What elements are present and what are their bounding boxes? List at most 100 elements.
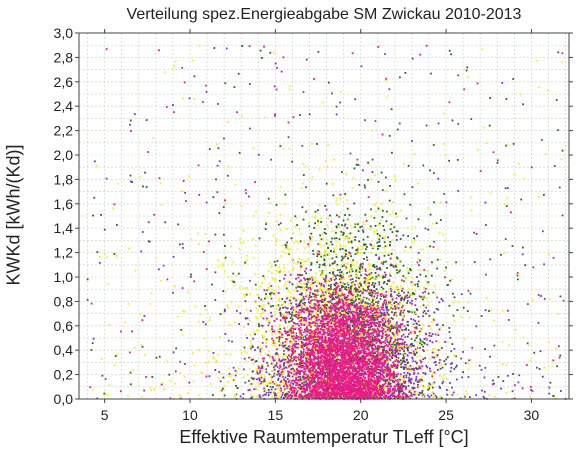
data-point — [427, 292, 430, 295]
data-point — [295, 299, 298, 302]
data-point — [389, 354, 392, 357]
data-point — [562, 299, 565, 302]
data-point — [311, 334, 314, 337]
data-point — [298, 391, 301, 394]
data-point — [302, 302, 304, 305]
data-point — [333, 249, 336, 252]
data-point — [311, 299, 314, 301]
data-point — [298, 355, 300, 358]
data-point — [268, 261, 271, 264]
data-point — [127, 394, 129, 397]
data-point — [282, 306, 285, 309]
data-point — [412, 318, 415, 321]
data-point — [286, 296, 289, 299]
data-point — [324, 160, 327, 163]
data-point — [350, 387, 353, 390]
data-point — [369, 299, 372, 301]
data-point — [339, 279, 342, 281]
data-point — [387, 374, 390, 377]
data-point — [548, 298, 551, 301]
data-point — [335, 225, 338, 228]
data-point — [304, 278, 307, 281]
data-point — [349, 252, 352, 255]
data-point — [467, 376, 470, 378]
data-point — [169, 379, 172, 382]
data-point — [556, 365, 559, 368]
data-point — [142, 185, 144, 188]
data-point — [408, 380, 411, 383]
data-point — [380, 295, 383, 297]
data-point — [269, 385, 272, 388]
data-point — [364, 213, 367, 216]
data-point — [452, 391, 455, 394]
data-point — [327, 81, 330, 84]
data-point — [300, 328, 303, 331]
data-point — [358, 316, 361, 319]
data-point — [106, 256, 109, 259]
data-point — [431, 386, 434, 389]
data-point — [294, 351, 297, 354]
data-point — [465, 390, 467, 393]
data-point — [189, 275, 192, 278]
data-point — [316, 251, 318, 253]
data-point — [312, 304, 315, 307]
data-point — [394, 338, 397, 341]
data-point — [86, 298, 89, 301]
data-point — [556, 312, 559, 315]
data-point — [301, 206, 304, 209]
data-point — [344, 268, 347, 271]
data-point — [175, 347, 178, 350]
data-point — [367, 354, 370, 357]
data-point — [281, 379, 284, 382]
data-point — [334, 318, 337, 321]
data-point — [407, 164, 410, 167]
data-point — [254, 301, 257, 304]
data-point — [143, 353, 146, 356]
data-point — [108, 324, 111, 326]
data-point — [214, 361, 217, 364]
data-point — [106, 394, 109, 396]
data-point — [324, 280, 327, 283]
data-point — [105, 48, 108, 50]
data-point — [434, 394, 437, 397]
data-point — [555, 397, 558, 400]
data-point — [115, 224, 118, 226]
data-point — [381, 386, 384, 389]
data-point — [390, 304, 393, 307]
data-point — [299, 372, 301, 374]
data-point — [323, 228, 326, 230]
data-point — [380, 378, 383, 381]
data-point — [439, 367, 442, 370]
data-point — [259, 312, 262, 315]
data-point — [489, 355, 492, 358]
data-point — [301, 259, 304, 261]
data-point — [182, 310, 184, 313]
data-point — [353, 293, 356, 296]
data-point — [254, 315, 257, 318]
data-point — [374, 300, 377, 302]
data-point — [513, 173, 516, 176]
data-point — [354, 350, 357, 353]
data-point — [235, 384, 237, 387]
data-point — [439, 387, 442, 389]
data-point — [440, 201, 442, 204]
data-point — [290, 333, 293, 336]
data-point — [238, 151, 241, 154]
data-point — [364, 358, 367, 361]
data-point — [355, 303, 358, 305]
data-point — [391, 248, 394, 251]
data-point — [342, 310, 345, 313]
data-point — [484, 367, 487, 369]
data-point — [262, 389, 265, 391]
data-point — [149, 302, 152, 305]
data-point — [359, 266, 361, 269]
data-point — [362, 355, 365, 358]
data-point — [367, 161, 369, 164]
data-point — [145, 185, 148, 188]
data-point — [417, 182, 419, 185]
data-point — [328, 279, 331, 282]
data-point — [304, 260, 306, 263]
data-point — [361, 245, 364, 247]
data-point — [330, 305, 332, 307]
data-point — [380, 219, 383, 221]
